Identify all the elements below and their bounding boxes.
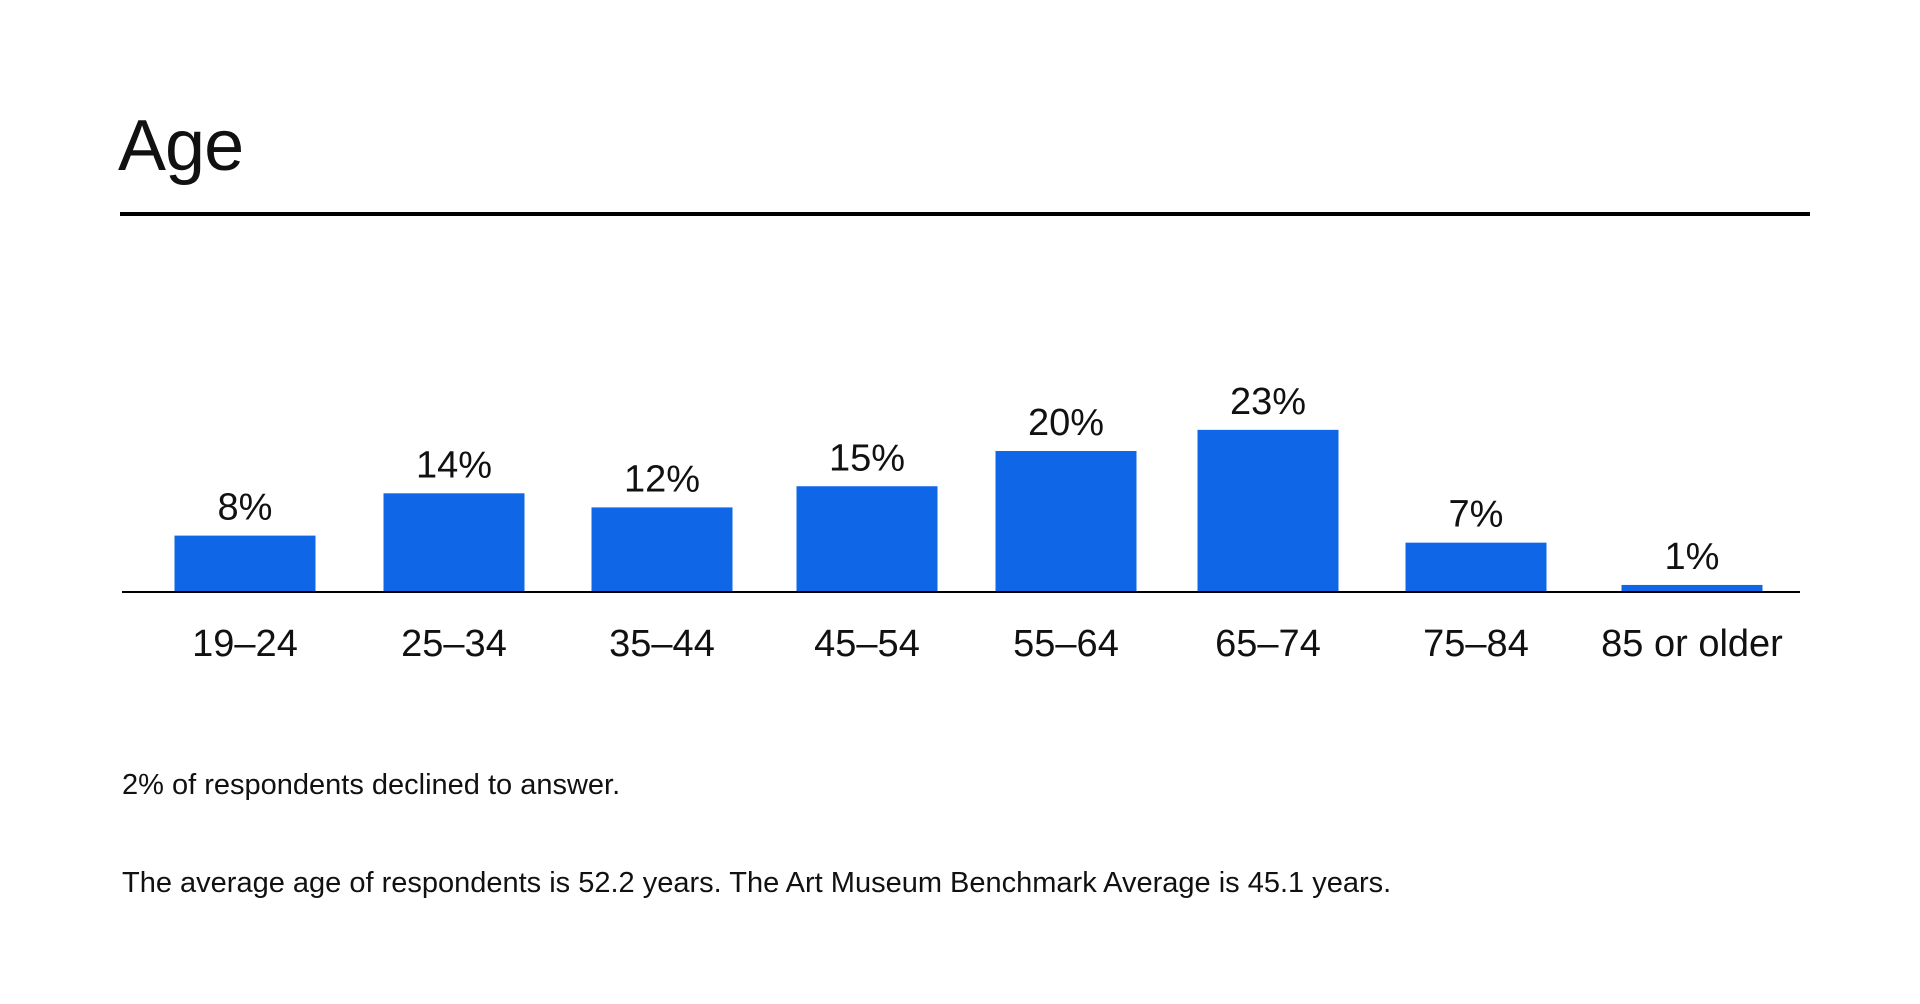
title-divider [120,212,1810,216]
declined-note: 2% of respondents declined to answer. [122,769,621,801]
category-label: 45–54 [814,623,920,665]
average-age-note: The average age of respondents is 52.2 y… [122,867,1392,899]
age-bar-chart: 8% 14% 12% 15% 20% 23% 7% 1% 19–24 25–34 35–44 45–… [122,381,1800,665]
bar-value-label: 14% [416,444,492,486]
category-label: 85 or older [1601,623,1783,665]
bar-8 [1621,584,1763,592]
bar-6 [1197,429,1339,592]
category-label: 55–64 [1013,623,1119,665]
category-labels-layer: 19–24 25–34 35–44 45–54 55–64 65–74 75–84 85 or… [192,623,1783,665]
bar-7 [1405,542,1547,592]
bar-value-label: 20% [1028,402,1104,444]
bar-value-label: 15% [829,437,905,479]
category-label: 35–44 [609,623,715,665]
bar-value-label: 12% [624,458,700,500]
category-label: 19–24 [192,623,298,665]
category-label: 75–84 [1423,623,1529,665]
category-label: 65–74 [1215,623,1321,665]
bar-value-label: 8% [218,487,273,529]
bar-1 [174,535,316,592]
bar-5 [995,451,1137,592]
value-labels-layer: 8% 14% 12% 15% 20% 23% 7% 1% [218,381,1720,578]
bar-value-label: 23% [1230,381,1306,423]
bar-value-label: 7% [1449,494,1504,536]
category-label: 25–34 [401,623,507,665]
bars-layer [174,429,1763,592]
chart-title: Age [118,106,244,186]
bar-value-label: 1% [1665,536,1720,578]
bar-4 [796,486,938,592]
bar-3 [591,507,733,592]
bar-2 [383,493,525,592]
